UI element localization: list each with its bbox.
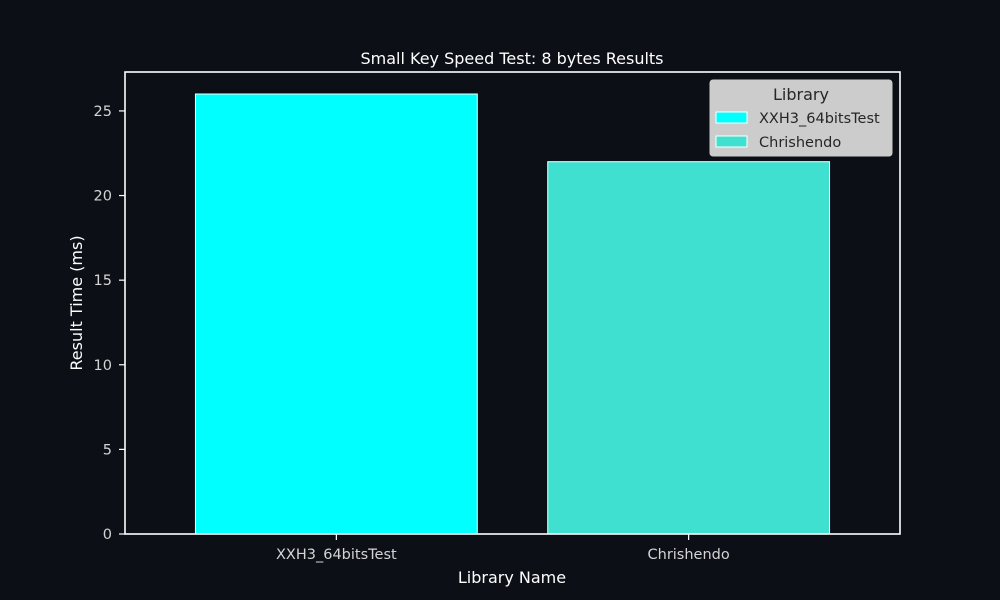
legend-box bbox=[709, 79, 893, 157]
x-axis: XXH3_64bitsTest Chrishendo bbox=[276, 534, 730, 563]
y-tick-label: 5 bbox=[103, 442, 112, 458]
chart-title: Small Key Speed Test: 8 bytes Results bbox=[360, 49, 663, 68]
bar-chrishendo bbox=[547, 161, 831, 535]
legend-entry-label: Chrishendo bbox=[759, 135, 841, 151]
bars-layer bbox=[194, 93, 831, 535]
legend-entries: XXH3_64bitsTest Chrishendo bbox=[715, 111, 880, 151]
y-tick-label: 25 bbox=[94, 104, 112, 120]
y-axis-label: Result Time (ms) bbox=[67, 235, 86, 370]
x-tick-label: Chrishendo bbox=[648, 547, 730, 563]
legend-swatch bbox=[715, 111, 748, 124]
legend-entry-label: XXH3_64bitsTest bbox=[759, 111, 880, 127]
legend-title: Library bbox=[773, 85, 829, 104]
x-axis-label: Library Name bbox=[458, 568, 566, 587]
y-tick-label: 20 bbox=[94, 189, 112, 205]
y-tick-label: 0 bbox=[103, 527, 112, 543]
y-axis: 0 5 10 15 20 25 bbox=[94, 104, 125, 543]
x-tick-label: XXH3_64bitsTest bbox=[276, 547, 397, 563]
plot-frame bbox=[124, 71, 901, 535]
legend: Library XXH3_64bitsTest Chrishendo bbox=[709, 79, 893, 157]
y-tick-label: 15 bbox=[94, 273, 112, 289]
y-tick-label: 10 bbox=[94, 358, 112, 374]
legend-swatch bbox=[715, 135, 748, 148]
bar-xxh3-64bitstest bbox=[194, 93, 478, 535]
